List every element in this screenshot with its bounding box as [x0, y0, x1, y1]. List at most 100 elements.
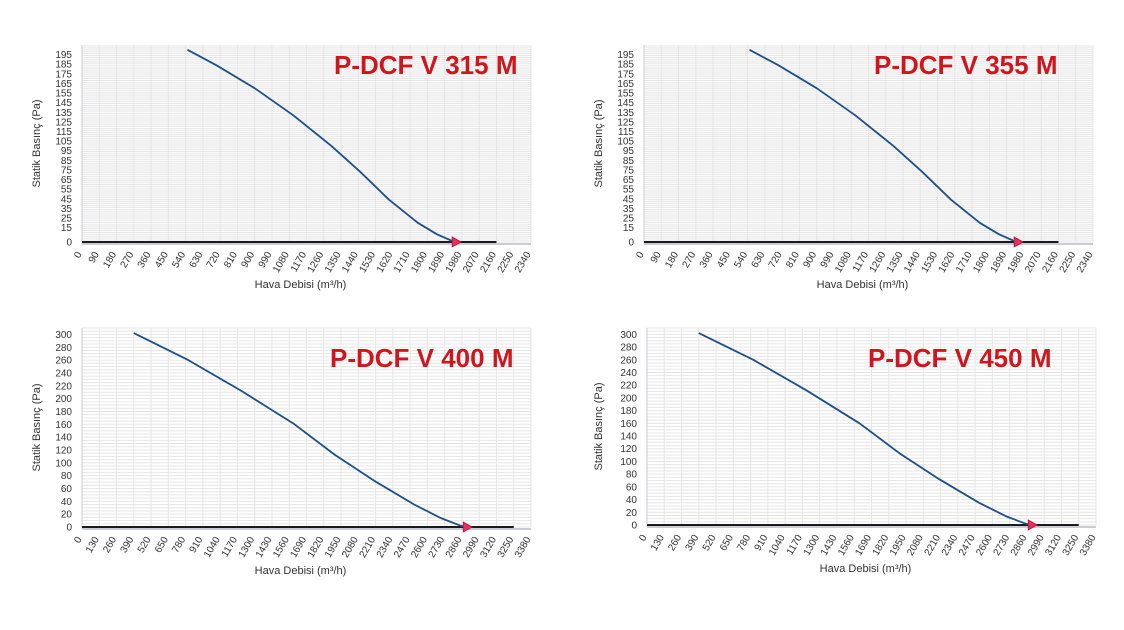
x-tick-label: 1980 — [1006, 250, 1027, 275]
y-tick-label: 145 — [55, 98, 72, 109]
x-tick-label: 390 — [119, 535, 137, 555]
y-tick-label: 185 — [617, 60, 634, 71]
y-tick-label: 155 — [55, 89, 72, 100]
x-tick-label: 0 — [634, 250, 647, 261]
x-tick-label: 1800 — [409, 250, 430, 275]
x-tick-label: 2860 — [1009, 533, 1030, 558]
y-tick-label: 65 — [61, 175, 73, 186]
y-tick-label: 125 — [617, 117, 634, 128]
x-tick-label: 2250 — [1058, 250, 1079, 275]
y-tick-label: 40 — [61, 497, 73, 508]
x-tick-label: 2340 — [513, 250, 534, 275]
y-tick-label: 20 — [61, 510, 73, 521]
y-tick-label: 115 — [618, 127, 634, 138]
x-tick-label: 90 — [87, 250, 102, 266]
y-tick-label: 85 — [623, 156, 635, 167]
grid — [81, 327, 532, 528]
x-axis-title: Hava Debisi (m³/h) — [255, 279, 347, 291]
x-tick-label: 1040 — [202, 535, 223, 560]
x-tick-label: 2990 — [1026, 533, 1047, 558]
chart-svg-315: 0 152535455565758595105115125135145155165… — [31, 45, 534, 291]
operating-point-marker — [462, 521, 474, 533]
x-tick-label: 1080 — [271, 250, 292, 275]
y-tick-label: 175 — [55, 69, 72, 80]
y-tick-label: 220 — [620, 381, 637, 392]
x-tick-label: 1690 — [288, 535, 309, 560]
y-tick-label: 155 — [617, 89, 634, 100]
y-tick-label: 180 — [620, 406, 637, 417]
y-tick-label: 60 — [61, 484, 73, 495]
y-tick-label: 40 — [626, 495, 638, 506]
x-tick-label: 1620 — [375, 250, 396, 275]
x-tick-label: 540 — [170, 250, 188, 270]
x-tick-label: 1710 — [392, 250, 413, 275]
performance-curve — [749, 49, 1019, 243]
x-tick-label: 630 — [188, 250, 206, 270]
y-tick-label: 135 — [617, 108, 634, 119]
x-tick-label: 1800 — [971, 250, 992, 275]
y-tick-label: 80 — [61, 471, 73, 482]
x-tick-label: 1430 — [254, 535, 275, 560]
x-tick-label: 3380 — [1078, 533, 1099, 558]
y-tick-label: 80 — [626, 470, 638, 481]
y-tick-label: 25 — [623, 213, 635, 224]
x-tick-label: 780 — [735, 533, 753, 553]
x-tick-label: 0 — [72, 250, 85, 261]
y-tick-label: 55 — [623, 185, 635, 196]
x-tick-label: 720 — [205, 250, 223, 270]
x-tick-label: 450 — [715, 250, 733, 270]
y-tick-label: 180 — [55, 407, 72, 418]
x-tick-label: 2860 — [444, 535, 465, 560]
x-tick-label: 3250 — [1061, 533, 1082, 558]
y-tick-label: 145 — [617, 98, 634, 109]
y-axis-title: Statik Basınç (Pa) — [593, 382, 605, 470]
y-tick-label: 300 — [620, 330, 637, 341]
x-tick-label: 1710 — [954, 250, 975, 275]
x-tick-label: 260 — [101, 535, 119, 555]
y-tick-label: 105 — [55, 137, 72, 148]
y-tick-label: 260 — [620, 355, 637, 366]
chart-svg-400: 0204060801001201401601802002202402602803… — [31, 327, 534, 577]
x-tick-label: 260 — [666, 533, 684, 553]
y-tick-label: 95 — [61, 146, 73, 157]
x-tick-label: 2600 — [974, 533, 995, 558]
x-tick-label: 1350 — [885, 250, 906, 275]
x-tick-label: 2210 — [358, 535, 379, 560]
x-tick-label: 1620 — [937, 250, 958, 275]
x-tick-label: 130 — [84, 535, 102, 555]
y-tick-label: 35 — [623, 204, 635, 215]
chart-panel-p-dcf-v-400-m: 0 20 40 60 80 100 120 140 160 180 200 220 240 260 280 3… — [0, 315, 562, 630]
x-tick-label: 90 — [649, 250, 664, 266]
y-tick-label: 140 — [55, 433, 72, 444]
y-tick-label: 100 — [620, 457, 637, 468]
x-tick-label: 270 — [681, 250, 699, 270]
y-tick-label: 15 — [623, 223, 635, 234]
y-axis-title: Statik Basınç (Pa) — [31, 99, 43, 187]
chart-panel-p-dcf-v-450-m: 0 20 40 60 80 100 120 140 160 180 200 220 240 260 280 3… — [562, 315, 1124, 630]
y-tick-label: 240 — [55, 368, 72, 379]
chart-title: P-DCF V 450 M — [868, 343, 1052, 373]
x-tick-label: 3120 — [1043, 533, 1064, 558]
y-tick-label: 300 — [55, 330, 72, 341]
x-tick-label: 1890 — [427, 250, 448, 275]
y-tick-label: 200 — [620, 393, 637, 404]
y-tick-label: 185 — [55, 60, 72, 71]
x-tick-label: 2470 — [957, 533, 978, 558]
x-tick-label: 3380 — [513, 535, 534, 560]
x-tick-label: 1690 — [853, 533, 874, 558]
x-tick-label: 720 — [767, 250, 785, 270]
x-tick-label: 1530 — [358, 250, 379, 275]
x-tick-label: 2340 — [940, 533, 961, 558]
y-tick-label: 280 — [55, 343, 72, 354]
y-tick-label: 100 — [55, 458, 72, 469]
x-tick-label: 1040 — [767, 533, 788, 558]
x-tick-label: 130 — [649, 533, 667, 553]
x-tick-label: 1820 — [871, 533, 892, 558]
chart-title: P-DCF V 355 M — [874, 50, 1058, 80]
x-tick-label: 2250 — [496, 250, 517, 275]
y-tick-label: 165 — [55, 79, 72, 90]
x-tick-label: 2470 — [392, 535, 413, 560]
x-tick-label: 2160 — [1040, 250, 1061, 275]
y-tick-label: 115 — [56, 127, 72, 138]
y-tick-label: 160 — [55, 420, 72, 431]
